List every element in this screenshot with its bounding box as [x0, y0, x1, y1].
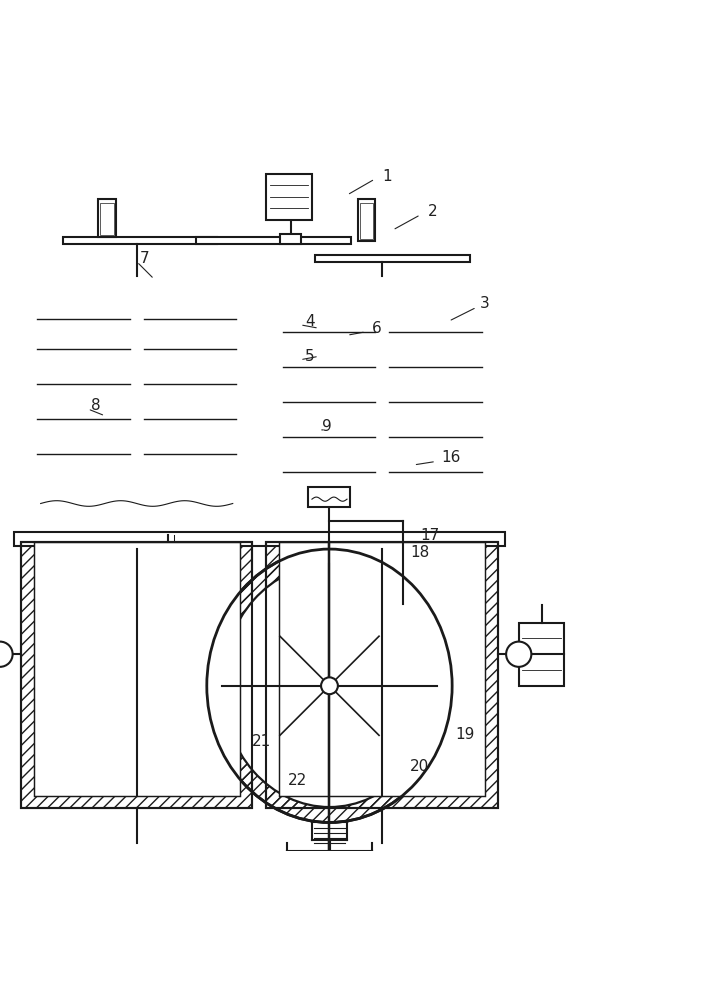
Bar	[266, 542, 498, 808]
Text: 6: 6	[372, 321, 381, 336]
Text: 3: 3	[480, 296, 490, 311]
Text: 1: 1	[382, 169, 392, 184]
Text: 22: 22	[287, 773, 306, 788]
Bar	[21, 542, 252, 808]
Text: 9: 9	[322, 419, 332, 434]
Bar	[100, 203, 114, 235]
Text: 5: 5	[305, 349, 315, 364]
Bar	[196, 237, 350, 244]
Text: 19: 19	[456, 727, 475, 742]
Text: 18: 18	[410, 545, 429, 560]
Bar	[63, 237, 217, 244]
Text: 4: 4	[305, 314, 315, 329]
Bar	[14, 532, 505, 546]
Bar	[280, 234, 301, 244]
Bar	[308, 487, 350, 507]
Text: 20: 20	[410, 759, 429, 774]
Bar	[358, 199, 375, 241]
Bar	[315, 255, 470, 262]
Bar	[42, 535, 168, 619]
Text: 17: 17	[421, 528, 440, 543]
Circle shape	[506, 642, 531, 667]
Text: 7: 7	[140, 251, 150, 266]
Text: 2: 2	[428, 204, 437, 219]
Bar	[98, 199, 116, 237]
Bar	[360, 203, 373, 239]
Circle shape	[0, 642, 13, 667]
Circle shape	[321, 677, 338, 694]
Text: 8: 8	[91, 398, 101, 413]
Bar	[21, 542, 252, 808]
Ellipse shape	[222, 564, 437, 807]
Bar	[519, 623, 564, 686]
Text: 21: 21	[252, 734, 271, 749]
Bar	[266, 542, 498, 808]
Bar	[266, 542, 498, 808]
Text: 16: 16	[442, 450, 461, 465]
Bar	[14, 532, 505, 546]
Bar	[266, 174, 312, 220]
Bar	[279, 542, 485, 796]
Bar	[358, 199, 375, 241]
Bar	[21, 542, 252, 808]
Bar	[34, 542, 240, 796]
Bar	[98, 199, 116, 237]
